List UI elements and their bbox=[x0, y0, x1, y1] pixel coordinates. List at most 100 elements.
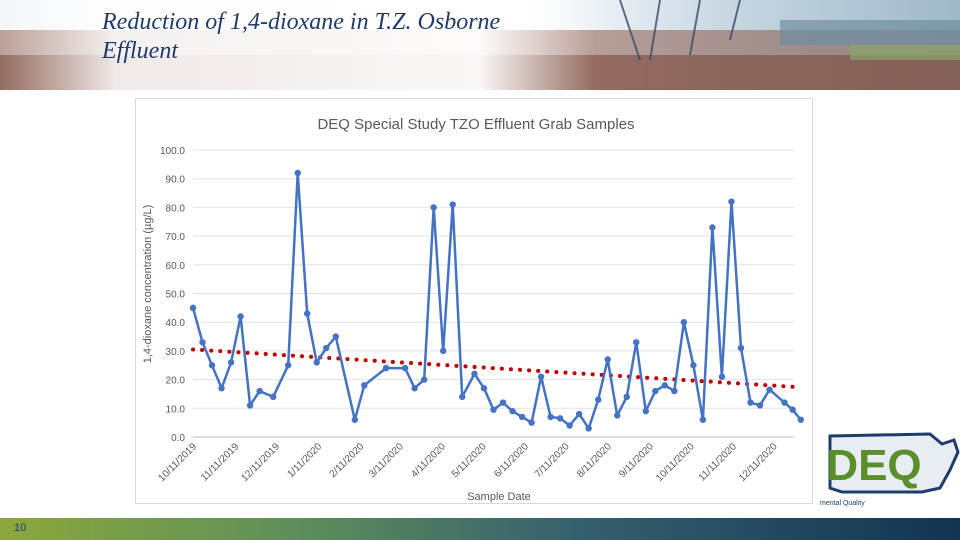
data-point bbox=[518, 413, 526, 421]
data-point bbox=[728, 198, 735, 205]
data-point bbox=[756, 402, 764, 409]
trendline bbox=[191, 347, 795, 389]
data-point bbox=[246, 402, 254, 409]
data-point bbox=[218, 385, 225, 392]
data-point bbox=[718, 373, 726, 380]
y-tick-label: 10.0 bbox=[166, 404, 186, 415]
data-point bbox=[449, 201, 456, 208]
data-point bbox=[351, 416, 359, 423]
data-point bbox=[575, 410, 583, 418]
data-point bbox=[227, 359, 235, 366]
data-point bbox=[528, 419, 535, 426]
data-point bbox=[680, 319, 688, 326]
data-point bbox=[671, 387, 678, 395]
deq-logo: DEQ mental Quality bbox=[812, 430, 960, 512]
y-tick-label: 80.0 bbox=[166, 203, 186, 214]
data-point bbox=[604, 356, 611, 363]
data-point bbox=[313, 359, 320, 366]
data-point bbox=[547, 413, 554, 421]
data-point bbox=[237, 313, 244, 320]
x-tick-label: 7/11/2020 bbox=[533, 441, 572, 480]
data-point bbox=[401, 364, 409, 372]
data-point bbox=[623, 393, 630, 401]
x-tick-label: 5/11/2020 bbox=[450, 441, 489, 480]
data-point bbox=[361, 382, 368, 389]
data-point bbox=[633, 339, 640, 346]
logo-subtext: mental Quality bbox=[820, 500, 865, 507]
port-photo-graphic bbox=[0, 0, 960, 90]
data-point bbox=[594, 396, 602, 403]
data-point bbox=[509, 407, 516, 415]
data-point bbox=[430, 204, 437, 211]
data-point bbox=[323, 344, 330, 352]
y-tick-label: 30.0 bbox=[166, 347, 186, 358]
data-point bbox=[332, 333, 339, 340]
data-point bbox=[471, 370, 478, 378]
data-point bbox=[690, 362, 697, 369]
data-point bbox=[411, 385, 418, 392]
data-point bbox=[480, 385, 488, 392]
data-point bbox=[439, 347, 447, 355]
data-point bbox=[382, 364, 390, 372]
x-tick-label: 4/11/2020 bbox=[409, 441, 448, 480]
data-point bbox=[420, 376, 428, 383]
header-banner-image bbox=[0, 0, 960, 90]
footer-bar bbox=[0, 518, 960, 540]
chart-container: DEQ Special Study TZO Effluent Grab Samp… bbox=[135, 98, 813, 504]
data-point bbox=[304, 310, 311, 317]
x-tick-label: 8/11/2020 bbox=[575, 441, 614, 480]
y-tick-label: 100.0 bbox=[160, 146, 185, 157]
page-number: 10 bbox=[14, 522, 27, 534]
data-point bbox=[566, 422, 573, 429]
y-tick-label: 60.0 bbox=[166, 261, 186, 272]
x-tick-label: 10/11/2020 bbox=[654, 441, 697, 484]
slide-title: Reduction of 1,4-dioxane in T.Z. Osborne… bbox=[102, 9, 501, 64]
x-tick-label: 1/11/2020 bbox=[286, 441, 325, 480]
data-point bbox=[781, 399, 788, 406]
x-tick-label: 10/11/2019 bbox=[156, 441, 199, 484]
x-tick-label: 6/11/2020 bbox=[492, 441, 531, 480]
logo-text: DEQ bbox=[826, 441, 921, 490]
data-point bbox=[208, 362, 216, 369]
y-tick-label: 0.0 bbox=[171, 433, 185, 444]
data-point bbox=[459, 393, 466, 401]
x-axis-label: Sample Date bbox=[467, 491, 531, 503]
x-tick-label: 11/11/2020 bbox=[697, 441, 739, 483]
data-point bbox=[797, 416, 804, 423]
data-point bbox=[189, 304, 197, 312]
data-point bbox=[642, 407, 649, 415]
data-point bbox=[499, 399, 507, 406]
y-tick-label: 90.0 bbox=[166, 175, 186, 186]
data-point bbox=[747, 399, 754, 406]
data-point bbox=[737, 344, 745, 352]
y-tick-label: 40.0 bbox=[166, 318, 186, 329]
series-line bbox=[191, 171, 802, 430]
data-point bbox=[709, 224, 716, 231]
y-tick-label: 50.0 bbox=[166, 290, 186, 301]
data-point bbox=[585, 425, 592, 432]
x-tick-label: 12/11/2020 bbox=[737, 441, 780, 484]
data-point bbox=[284, 362, 292, 369]
data-point bbox=[789, 406, 796, 413]
y-tick-label: 70.0 bbox=[166, 232, 186, 243]
x-tick-label: 11/11/2019 bbox=[199, 441, 241, 483]
data-point bbox=[652, 387, 659, 395]
x-tick-label: 9/11/2020 bbox=[617, 441, 656, 480]
data-point bbox=[699, 416, 707, 423]
data-point bbox=[294, 169, 301, 177]
x-tick-label: 12/11/2019 bbox=[239, 441, 282, 484]
deq-logo-icon: DEQ mental Quality bbox=[820, 432, 960, 507]
y-axis-label: 1,4-dioxane concentration (µg/L) bbox=[142, 205, 154, 364]
y-tick-label: 20.0 bbox=[166, 376, 186, 387]
data-point bbox=[256, 387, 263, 395]
chart-title: DEQ Special Study TZO Effluent Grab Samp… bbox=[317, 116, 634, 133]
data-point bbox=[490, 406, 497, 413]
data-point bbox=[199, 339, 206, 346]
data-point bbox=[614, 412, 621, 419]
data-point bbox=[766, 386, 773, 393]
x-tick-label: 3/11/2020 bbox=[367, 441, 406, 480]
data-point bbox=[270, 393, 277, 401]
data-point bbox=[537, 373, 545, 380]
data-point bbox=[661, 382, 669, 389]
x-tick-label: 2/11/2020 bbox=[328, 441, 367, 480]
